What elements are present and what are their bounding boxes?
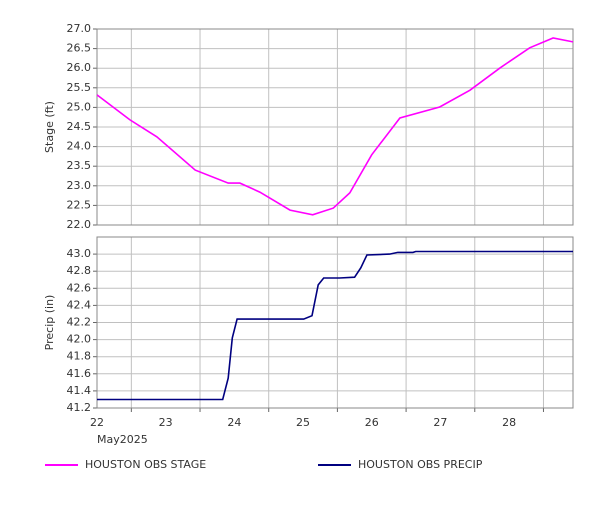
- y-tick-label: 42.8: [67, 264, 92, 277]
- y-tick-label: 25.0: [67, 100, 92, 113]
- y-tick-label: 22.5: [67, 198, 92, 211]
- y-axis-label: Precip (in): [43, 295, 56, 351]
- y-tick-label: 25.5: [67, 81, 92, 94]
- x-tick-label: 28: [502, 416, 516, 429]
- y-tick-label: 41.8: [67, 350, 92, 363]
- plot-border: [96, 236, 574, 409]
- legend-label: HOUSTON OBS STAGE: [85, 458, 206, 471]
- y-tick-label: 41.2: [67, 401, 92, 414]
- x-tick-label: 22: [90, 416, 104, 429]
- y-tick-label: 41.4: [67, 384, 92, 397]
- y-tick-label: 22.0: [67, 218, 92, 231]
- x-tick-label: 27: [433, 416, 447, 429]
- y-tick-label: 41.6: [67, 367, 92, 380]
- y-tick-label: 23.5: [67, 159, 92, 172]
- y-tick-label: 27.0: [67, 22, 92, 35]
- y-tick-label: 42.2: [67, 316, 92, 329]
- y-axis-label: Stage (ft): [43, 101, 56, 153]
- x-tick-label: 25: [296, 416, 310, 429]
- plot-border: [96, 28, 574, 226]
- y-tick-label: 26.5: [67, 42, 92, 55]
- x-tick-label: 26: [365, 416, 379, 429]
- y-tick-label: 43.0: [67, 247, 92, 260]
- x-tick-label: 23: [159, 416, 173, 429]
- x-axis-label: May2025: [97, 433, 148, 446]
- y-tick-label: 24.5: [67, 120, 92, 133]
- y-tick-label: 42.6: [67, 281, 92, 294]
- y-tick-label: 42.0: [67, 333, 92, 346]
- x-tick-label: 24: [227, 416, 241, 429]
- series-line: [97, 250, 573, 401]
- legend-label: HOUSTON OBS PRECIP: [358, 458, 483, 471]
- y-tick-label: 23.0: [67, 179, 92, 192]
- y-tick-label: 26.0: [67, 61, 92, 74]
- y-tick-label: 42.4: [67, 298, 92, 311]
- series-line: [96, 37, 574, 216]
- y-tick-label: 24.0: [67, 140, 92, 153]
